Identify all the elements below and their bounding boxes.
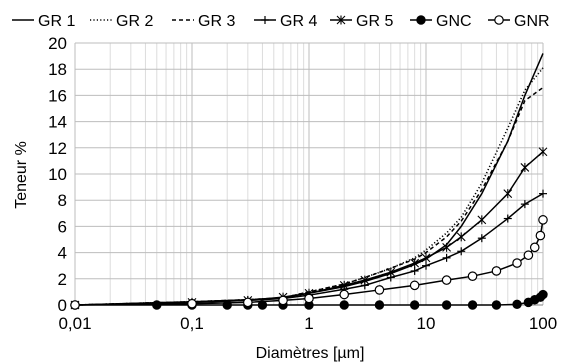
- x-axis-title: Diamètres [µm]: [256, 345, 365, 362]
- data-point-gnr: [187, 298, 197, 309]
- data-point-gnc: [467, 300, 478, 310]
- legend-marker-gnc: [416, 15, 426, 25]
- data-point-gnr: [535, 230, 546, 241]
- y-tick-label: 16: [48, 86, 67, 105]
- legend-item-gr-1: GR 1: [12, 13, 75, 30]
- data-point-gnr: [523, 250, 534, 261]
- data-point-gr-5: [421, 253, 431, 263]
- data-point-gr-5: [410, 258, 420, 268]
- data-point-gnr: [339, 289, 350, 300]
- legend-item-gnc: GNC: [410, 13, 472, 30]
- x-tick-label: 0,1: [180, 314, 204, 333]
- data-point-gr-4: [410, 266, 419, 275]
- chart-grid: [74, 42, 544, 306]
- data-point-gr-5: [360, 275, 370, 285]
- data-point-gr-5: [538, 147, 548, 157]
- data-point-gnr: [374, 285, 385, 295]
- y-tick-label: 2: [58, 270, 67, 289]
- legend-marker-gr-4: [261, 16, 269, 24]
- data-point-gnc: [374, 300, 385, 310]
- y-tick-label: 14: [48, 113, 67, 132]
- data-point-gr-5: [339, 280, 349, 290]
- data-point-gr-5: [456, 232, 466, 242]
- chart-axes: 0 2 4 6 8 10 12 14 16 18 20 0,01 0,1 1 10 100: [48, 34, 557, 333]
- legend-item-gr-5: GR 5: [330, 13, 393, 30]
- data-point-gr-4: [457, 247, 466, 256]
- legend-marker-gr-5: [336, 15, 346, 25]
- legend-label-gr-2: GR 2: [116, 13, 153, 30]
- chart-legend: GR 1 GR 2 GR 3 GR 4 GR 5 GNC GNR: [12, 13, 550, 30]
- data-point-gnr: [70, 300, 80, 310]
- y-tick-label: 4: [58, 244, 67, 263]
- series-gnr: [70, 215, 548, 310]
- series-line-gr-5: [74, 151, 544, 306]
- data-point-gr-5: [520, 162, 530, 172]
- data-point-gr-5: [477, 215, 487, 225]
- legend-label-gr-1: GR 1: [38, 13, 75, 30]
- data-point-gnc: [538, 289, 548, 300]
- y-tick-label: 6: [58, 217, 67, 236]
- y-tick-label: 8: [58, 191, 67, 210]
- legend-item-gr-4: GR 4: [254, 13, 317, 30]
- y-tick-label: 10: [48, 165, 67, 184]
- data-point-gr-5: [503, 189, 513, 199]
- data-point-gnr: [409, 280, 420, 291]
- legend-label-gr-4: GR 4: [280, 13, 317, 30]
- data-point-gnr: [304, 293, 314, 304]
- data-point-gr-4: [442, 253, 451, 262]
- legend-label-gnr: GNR: [514, 13, 550, 30]
- legend-label-gr-3: GR 3: [198, 13, 235, 30]
- legend-label-gr-5: GR 5: [356, 13, 393, 30]
- data-point-gnr: [512, 258, 522, 268]
- data-point-gnc: [257, 300, 268, 310]
- data-point-gnr: [441, 275, 452, 285]
- data-point-gr-4: [477, 234, 486, 243]
- chart-series: [70, 53, 548, 310]
- x-tick-label: 0,01: [58, 314, 91, 333]
- y-axis-title: Teneur %: [13, 141, 30, 209]
- data-point-gnr: [538, 215, 548, 225]
- data-point-gr-4: [520, 200, 529, 209]
- data-point-gnc: [409, 300, 420, 310]
- data-point-gnc: [491, 300, 502, 310]
- data-point-gnr: [278, 295, 288, 306]
- data-point-gnr: [529, 242, 540, 253]
- x-tick-label: 1: [304, 314, 313, 333]
- y-tick-label: 0: [58, 296, 67, 315]
- data-point-gr-5: [442, 242, 451, 252]
- data-point-gr-4: [539, 189, 547, 198]
- legend-item-gr-2: GR 2: [90, 13, 153, 30]
- x-tick-label: 100: [529, 314, 557, 333]
- series-line-gnr: [74, 219, 544, 306]
- data-point-gnc: [441, 300, 452, 310]
- data-point-gnc: [339, 300, 349, 310]
- legend-item-gr-3: GR 3: [172, 13, 235, 30]
- data-point-gnc: [512, 299, 522, 310]
- data-point-gr-5: [386, 267, 396, 277]
- data-point-gnc: [152, 300, 162, 310]
- y-tick-label: 20: [48, 34, 67, 53]
- data-point-gnr: [467, 271, 478, 281]
- legend-marker-gnr: [494, 15, 504, 25]
- legend-label-gnc: GNC: [436, 13, 472, 30]
- x-tick-label: 10: [417, 314, 436, 333]
- data-point-gnr: [243, 297, 253, 308]
- y-tick-label: 12: [48, 139, 67, 158]
- data-point-gnr: [491, 266, 502, 276]
- data-point-gr-4: [503, 214, 512, 223]
- y-tick-label: 18: [48, 60, 67, 79]
- data-point-gr-4: [422, 261, 430, 270]
- legend-item-gnr: GNR: [488, 13, 550, 30]
